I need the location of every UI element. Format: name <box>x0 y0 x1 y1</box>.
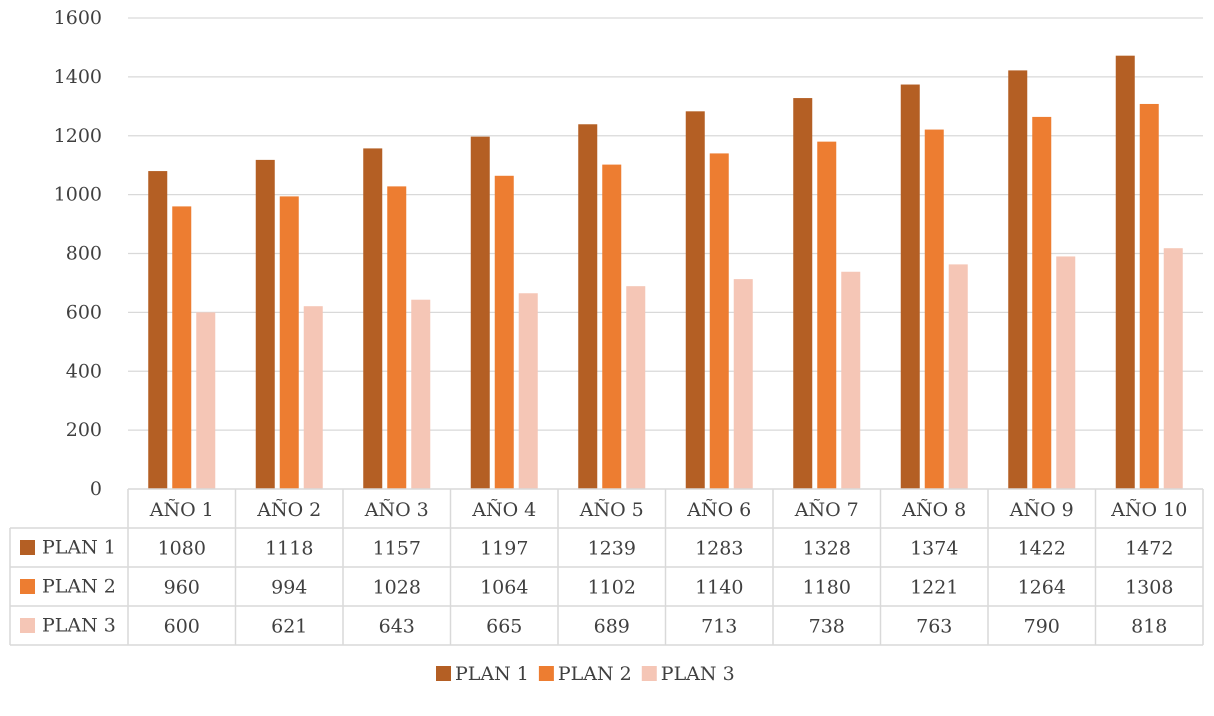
x-category-label: AÑO 7 <box>794 498 859 521</box>
table-value-cell: 1064 <box>480 577 528 599</box>
bar-plan-1-9 <box>1008 70 1028 490</box>
table-value-cell: 994 <box>271 577 307 599</box>
table-value-cell: 1102 <box>588 577 636 599</box>
bar-plan-3-1 <box>196 312 216 489</box>
y-tick-label: 400 <box>66 360 102 382</box>
table-value-cell: 818 <box>1131 616 1167 638</box>
bar-plan-2-3 <box>387 186 407 489</box>
table-value-cell: 1221 <box>910 577 958 599</box>
x-category-label: AÑO 1 <box>149 498 214 521</box>
bar-plan-1-5 <box>578 124 598 489</box>
legend-swatch <box>641 666 657 681</box>
x-category-label: AÑO 4 <box>471 498 536 521</box>
y-tick-label: 800 <box>66 243 102 265</box>
table-value-cell: 1239 <box>588 538 636 560</box>
x-category-label: AÑO 3 <box>364 498 429 521</box>
table-value-cell: 1197 <box>480 538 528 560</box>
table-value-cell: 960 <box>164 577 200 599</box>
y-tick-label: 1200 <box>54 125 102 147</box>
x-category-label: AÑO 6 <box>686 498 751 521</box>
bar-plan-3-8 <box>948 264 968 489</box>
table-series-label: PLAN 1 <box>42 537 116 559</box>
table-value-cell: 1374 <box>910 538 958 560</box>
table-value-cell: 1472 <box>1125 538 1173 560</box>
y-tick-label: 1400 <box>54 66 102 88</box>
bar-plan-2-6 <box>709 153 729 489</box>
table-value-cell: 713 <box>701 616 737 638</box>
bar-plan-2-2 <box>279 196 299 490</box>
bar-plan-1-3 <box>363 148 383 489</box>
bar-plan-3-2 <box>303 306 323 489</box>
table-value-cell: 643 <box>379 616 415 638</box>
bar-plan-2-5 <box>602 164 622 489</box>
bar-plan-3-10 <box>1163 248 1183 489</box>
table-value-cell: 600 <box>164 616 200 638</box>
table-value-cell: 1157 <box>373 538 421 560</box>
table-value-cell: 1308 <box>1125 577 1173 599</box>
y-tick-label: 600 <box>66 301 102 323</box>
table-value-cell: 1422 <box>1018 538 1066 560</box>
x-category-label: AÑO 8 <box>901 498 966 521</box>
bar-plan-2-10 <box>1139 103 1159 490</box>
bar-plan-3-3 <box>411 299 431 489</box>
table-legend-key <box>20 540 35 555</box>
x-category-label: AÑO 10 <box>1110 498 1187 521</box>
bar-plan-1-4 <box>470 136 490 489</box>
legend-swatch <box>538 666 554 681</box>
legend-label: PLAN 2 <box>558 663 632 685</box>
table-legend-key <box>20 579 35 594</box>
legend: PLAN 1 PLAN 2 PLAN 3 <box>436 663 735 685</box>
table-value-cell: 1028 <box>373 577 421 599</box>
table-value-cell: 738 <box>809 616 845 638</box>
table-value-cell: 763 <box>916 616 952 638</box>
legend-label: PLAN 1 <box>455 663 529 685</box>
x-category-label: AÑO 2 <box>256 498 321 521</box>
bar-plan-2-9 <box>1032 116 1052 489</box>
table-value-cell: 1118 <box>265 538 313 560</box>
table-value-cell: 1264 <box>1018 577 1066 599</box>
table-value-cell: 689 <box>594 616 630 638</box>
bar-plan-3-4 <box>518 293 538 489</box>
table-value-cell: 1328 <box>803 538 851 560</box>
bar-plan-2-7 <box>817 141 837 489</box>
bar-plan-1-1 <box>148 171 168 489</box>
bar-plan-3-6 <box>733 279 753 489</box>
x-category-label: AÑO 9 <box>1009 498 1074 521</box>
bar-plan-3-5 <box>626 286 646 489</box>
bar-plan-1-7 <box>793 98 813 489</box>
table-value-cell: 621 <box>271 616 307 638</box>
data-table: AÑO 1 AÑO 2 AÑO 3 AÑO 4 AÑO 5 AÑO 6 AÑO 7 AÑO 8… <box>9 488 1204 646</box>
y-tick-label: 1600 <box>54 7 102 29</box>
bar-plan-3-7 <box>841 271 861 489</box>
bar-plan-1-10 <box>1115 55 1135 490</box>
bar-plan-3-9 <box>1056 256 1076 489</box>
legend-swatch <box>436 666 451 681</box>
table-value-cell: 1080 <box>158 538 206 560</box>
table-value-cell: 1180 <box>803 577 851 599</box>
table-value-cell: 1283 <box>695 538 743 560</box>
x-category-label: AÑO 5 <box>579 498 644 521</box>
y-axis: 0 200 400 600 800 1000 1200 1400 1600 <box>54 7 102 500</box>
table-value-cell: 665 <box>486 616 522 638</box>
table-value-cell: 1140 <box>695 577 743 599</box>
bar-plan-2-4 <box>494 175 514 489</box>
table-series-label: PLAN 3 <box>42 615 116 637</box>
bar-plan-1-6 <box>685 111 705 490</box>
y-tick-label: 1000 <box>54 184 102 206</box>
bar-plan-1-2 <box>255 159 275 490</box>
bars <box>148 55 1183 490</box>
table-value-cell: 790 <box>1024 616 1060 638</box>
y-tick-label: 0 <box>90 478 102 500</box>
bar-plan-1-8 <box>900 84 920 489</box>
bar-plan-2-8 <box>924 129 944 490</box>
legend-label: PLAN 3 <box>661 663 735 685</box>
table-series-label: PLAN 2 <box>42 576 116 598</box>
y-tick-label: 200 <box>66 419 102 441</box>
bar-plan-2-1 <box>172 206 192 489</box>
table-legend-key <box>20 618 35 633</box>
